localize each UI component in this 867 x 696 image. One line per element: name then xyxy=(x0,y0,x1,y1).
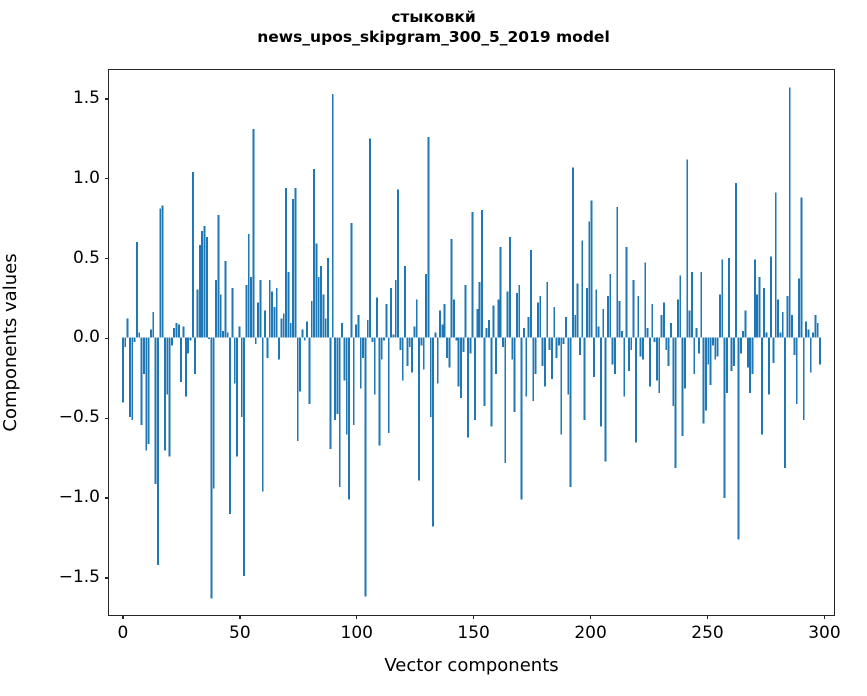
chart-title-line-2: news_upos_skipgram_300_5_2019 model xyxy=(257,27,610,46)
y-tick-mark xyxy=(104,257,109,260)
bar-series xyxy=(121,87,822,599)
y-tick-label: 0.0 xyxy=(72,327,100,348)
y-tick-mark xyxy=(104,497,109,499)
y-tick-mark xyxy=(104,98,109,100)
x-tick-label: 150 xyxy=(457,623,490,643)
x-tick-mark xyxy=(356,615,358,620)
y-tick-label: 0.5 xyxy=(72,247,100,268)
y-tick-label: −1.5 xyxy=(58,566,100,587)
chart-title: стыковкй news_upos_skipgram_300_5_2019 m… xyxy=(0,8,867,48)
x-tick-label: 0 xyxy=(117,623,129,643)
x-tick-mark xyxy=(122,615,124,620)
x-tick-mark xyxy=(823,615,826,620)
chart-title-line-1: стыковкй xyxy=(391,8,476,26)
y-axis-label-text: Components values xyxy=(0,253,21,432)
x-tick-mark xyxy=(472,615,475,620)
x-tick-label: 200 xyxy=(574,623,607,643)
y-tick-label: 1.5 xyxy=(72,87,100,108)
y-tick-label: −0.5 xyxy=(58,407,100,428)
y-tick-mark xyxy=(104,417,109,419)
x-tick-label: 250 xyxy=(691,623,724,643)
plot-surface xyxy=(109,70,834,615)
x-tick-mark xyxy=(239,615,241,620)
y-tick-label: 1.0 xyxy=(72,167,100,188)
x-tick-label: 50 xyxy=(229,623,251,643)
x-tick-label: 300 xyxy=(808,623,841,643)
y-axis-label: Components values xyxy=(0,0,28,431)
y-tick-mark xyxy=(104,577,109,579)
x-tick-label: 100 xyxy=(340,623,373,643)
x-axis-label: Vector components xyxy=(384,655,559,676)
y-tick-mark xyxy=(104,178,109,180)
y-tick-label: −1.0 xyxy=(58,487,100,508)
y-tick-mark xyxy=(104,337,109,340)
x-tick-mark xyxy=(706,615,709,620)
plot-axes: −1.5 −1.0 −0.5 0.0 0.5 1.0 1.5 0 50 100 150 200 250… xyxy=(59,69,841,643)
x-tick-mark xyxy=(589,615,592,620)
